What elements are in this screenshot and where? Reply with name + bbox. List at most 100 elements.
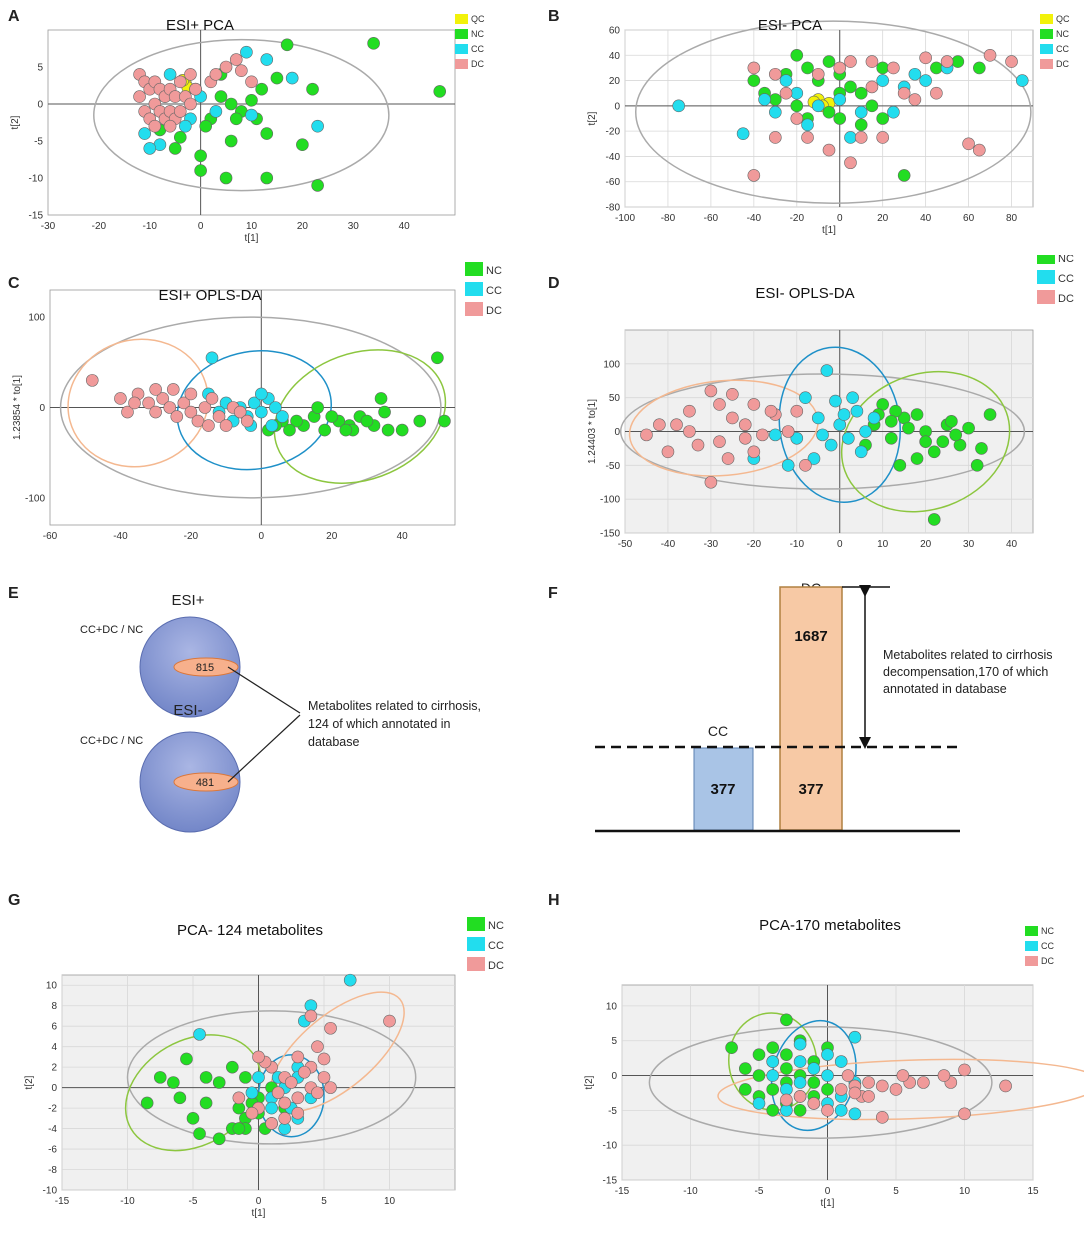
legend-swatch-dc (1025, 956, 1038, 966)
y-tick-label: -5 (34, 137, 43, 148)
point-nc (876, 61, 889, 75)
point-dc (1005, 55, 1018, 68)
point-nc (865, 99, 879, 113)
legend-swatch-dc (465, 302, 483, 316)
legend-label-qc: QC (471, 14, 485, 24)
x-tick-label: 0 (837, 539, 843, 550)
x-tick-label: -60 (43, 531, 58, 542)
point-dc (311, 1086, 324, 1100)
confidence-ellipse (717, 1058, 1084, 1121)
legend-label-dc: DC (1056, 59, 1069, 69)
point-cc (876, 74, 889, 87)
x-tick-label: -5 (755, 1186, 764, 1197)
point-nc (395, 423, 409, 437)
y-tick-label: -50 (606, 461, 621, 472)
legend-label-nc: NC (1056, 29, 1069, 39)
point-dc (184, 68, 197, 81)
point-dc (291, 1091, 305, 1105)
point-dc (713, 398, 726, 411)
point-nc (229, 112, 243, 126)
point-nc (224, 134, 238, 148)
point-nc (153, 1071, 167, 1084)
point-nc (219, 171, 233, 185)
bar-annotation-2: decompensation,170 of which (883, 665, 1048, 679)
point-dc (854, 131, 868, 144)
chart-esi-neg-oplsda: -50 -40 -30 -20 -10 0 10 20 30 40-150-100-5005010… (587, 255, 1074, 550)
panel-letter-c: C (8, 275, 20, 292)
x-tick-label: 10 (384, 1196, 396, 1207)
point-nc (854, 86, 868, 100)
legend-swatch-qc (1040, 14, 1053, 24)
confidence-ellipse (728, 1012, 818, 1112)
point-dc (930, 86, 943, 100)
point-dc (691, 438, 705, 452)
venn-top-label: ESI+ (172, 592, 205, 609)
point-cc (766, 1055, 779, 1068)
x-tick-label: -50 (618, 539, 633, 550)
point-dc (278, 1112, 292, 1125)
point-cc (311, 119, 324, 133)
panel-letter-h: H (548, 892, 560, 909)
confidence-ellipse (67, 338, 209, 468)
point-cc (801, 118, 814, 132)
point-cc (790, 86, 804, 100)
venn-connector-bottom (227, 714, 301, 783)
point-cc (758, 93, 771, 106)
point-cc (781, 459, 795, 472)
point-cc (837, 408, 851, 421)
point-dc (726, 387, 739, 401)
x-tick-label: 20 (877, 213, 889, 224)
point-cc (854, 445, 868, 459)
x-tick-label: 5 (321, 1196, 327, 1207)
legend-label-cc: CC (1056, 44, 1069, 54)
legend-swatch-cc (1037, 270, 1055, 284)
point-dc (844, 55, 857, 68)
point-dc (235, 64, 248, 77)
point-nc (173, 131, 187, 144)
legend-swatch-qc (455, 14, 468, 24)
bar-annotation-1: Metabolites related to cirrhosis (883, 648, 1053, 662)
point-dc (317, 1052, 331, 1066)
y-tick-label: -80 (606, 203, 621, 214)
point-cc (834, 1055, 848, 1068)
point-dc (713, 435, 726, 448)
point-cc (816, 428, 829, 442)
point-nc (975, 442, 988, 455)
point-cc (807, 452, 821, 465)
y-tick-label: -60 (606, 177, 621, 188)
point-dc (799, 459, 812, 472)
point-dc (170, 410, 184, 423)
point-cc (265, 419, 279, 432)
point-nc (936, 435, 950, 448)
legend-swatch-cc (467, 937, 485, 951)
point-cc (193, 1028, 206, 1041)
legend-swatch-nc (465, 262, 483, 276)
point-cc (255, 387, 268, 401)
point-nc (884, 431, 898, 445)
x-tick-label: 0 (259, 531, 265, 542)
confidence-ellipse (93, 38, 390, 192)
point-nc (199, 119, 213, 133)
y-tick-label: -100 (600, 495, 620, 506)
point-dc (271, 1086, 285, 1100)
point-dc (148, 119, 162, 133)
y-tick-label: 2 (51, 1063, 57, 1074)
y-tick-label: 100 (28, 313, 45, 324)
x-tick-label: -10 (143, 221, 158, 232)
legend-swatch-nc (467, 917, 485, 931)
point-dc (205, 392, 219, 405)
point-dc (919, 51, 932, 65)
point-dc (173, 75, 187, 89)
point-dc (240, 414, 254, 428)
chart-title: ESI- OPLS-DA (755, 285, 854, 302)
point-cc (779, 74, 793, 87)
point-cc (824, 438, 838, 452)
point-dc (121, 405, 134, 419)
point-nc (793, 1104, 807, 1117)
y-tick-label: -15 (603, 1176, 618, 1187)
point-nc (180, 1052, 193, 1066)
point-nc (910, 408, 924, 421)
point-dc (683, 404, 696, 418)
point-nc (290, 414, 303, 428)
point-nc (897, 169, 911, 182)
